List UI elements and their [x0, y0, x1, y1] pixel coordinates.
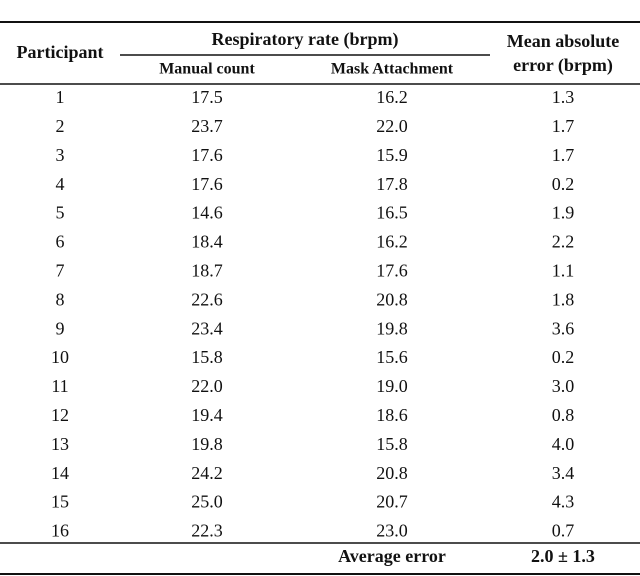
manual-cell: 14.6 — [191, 203, 223, 223]
participant-cell: 8 — [56, 289, 65, 309]
participant-cell: 6 — [56, 232, 65, 252]
mask-cell: 15.9 — [376, 145, 408, 165]
mask-cell: 20.7 — [376, 492, 408, 512]
manual-cell: 15.8 — [191, 347, 223, 367]
participant-cell: 13 — [51, 434, 69, 454]
manual-cell: 22.0 — [191, 376, 223, 396]
manual-cell: 18.4 — [191, 232, 223, 252]
mask-cell: 19.8 — [376, 318, 408, 338]
participant-cell: 2 — [56, 116, 65, 136]
participant-cell: 12 — [51, 405, 69, 425]
mask-cell: 23.0 — [376, 521, 408, 541]
header-participant: Participant — [17, 42, 104, 62]
manual-cell: 19.8 — [191, 434, 223, 454]
mask-cell: 15.6 — [376, 347, 408, 367]
header-mae: error (brpm) — [513, 55, 613, 76]
manual-cell: 18.7 — [191, 261, 223, 281]
manual-cell: 17.5 — [191, 87, 223, 107]
participant-cell: 11 — [51, 376, 68, 396]
participant-cell: 15 — [51, 492, 69, 512]
manual-cell: 24.2 — [191, 463, 223, 483]
mae-cell: 1.7 — [552, 145, 575, 165]
participant-cell: 9 — [56, 318, 65, 338]
manual-cell: 19.4 — [191, 405, 223, 425]
mask-cell: 17.8 — [376, 174, 408, 194]
mae-cell: 4.0 — [552, 434, 575, 454]
mask-cell: 19.0 — [376, 376, 408, 396]
manual-cell: 25.0 — [191, 492, 223, 512]
mae-cell: 0.8 — [552, 405, 575, 425]
participant-cell: 1 — [56, 87, 65, 107]
participant-cell: 5 — [56, 203, 65, 223]
manual-cell: 22.6 — [191, 289, 223, 309]
mask-cell: 18.6 — [376, 405, 408, 425]
manual-cell: 17.6 — [191, 145, 223, 165]
mae-cell: 3.0 — [552, 376, 575, 396]
manual-cell: 23.7 — [191, 116, 223, 136]
header-mask: Mask Attachment — [331, 61, 454, 78]
mae-cell: 1.8 — [552, 289, 575, 309]
mae-cell: 0.7 — [552, 521, 575, 541]
manual-cell: 23.4 — [191, 318, 223, 338]
mae-cell: 4.3 — [552, 492, 575, 512]
header-mae: Mean absolute — [507, 31, 620, 51]
participant-cell: 7 — [56, 261, 65, 281]
header-manual: Manual count — [159, 61, 255, 78]
mae-cell: 1.9 — [552, 203, 575, 223]
mae-cell: 0.2 — [552, 174, 575, 194]
mask-cell: 16.2 — [376, 232, 408, 252]
mask-cell: 22.0 — [376, 116, 408, 136]
participant-cell: 16 — [51, 521, 69, 541]
mae-cell: 1.1 — [552, 261, 575, 281]
mask-cell: 20.8 — [376, 463, 408, 483]
mask-cell: 16.5 — [376, 203, 408, 223]
participant-cell: 10 — [51, 347, 69, 367]
mae-cell: 1.3 — [552, 87, 575, 107]
participant-cell: 14 — [51, 463, 69, 483]
mask-cell: 16.2 — [376, 87, 408, 107]
mae-cell: 1.7 — [552, 116, 575, 136]
footer-label: Average error — [338, 546, 446, 566]
mask-cell: 15.8 — [376, 434, 408, 454]
manual-cell: 17.6 — [191, 174, 223, 194]
mae-cell: 0.2 — [552, 347, 575, 367]
header-group: Respiratory rate (brpm) — [212, 29, 399, 50]
mask-cell: 20.8 — [376, 289, 408, 309]
participant-cell: 4 — [56, 174, 65, 194]
manual-cell: 22.3 — [191, 521, 223, 541]
mask-cell: 17.6 — [376, 261, 408, 281]
participant-cell: 3 — [56, 145, 65, 165]
mae-cell: 3.4 — [552, 463, 575, 483]
footer-value: 2.0 ± 1.3 — [531, 546, 595, 566]
mae-cell: 2.2 — [552, 232, 575, 252]
mae-cell: 3.6 — [552, 318, 575, 338]
